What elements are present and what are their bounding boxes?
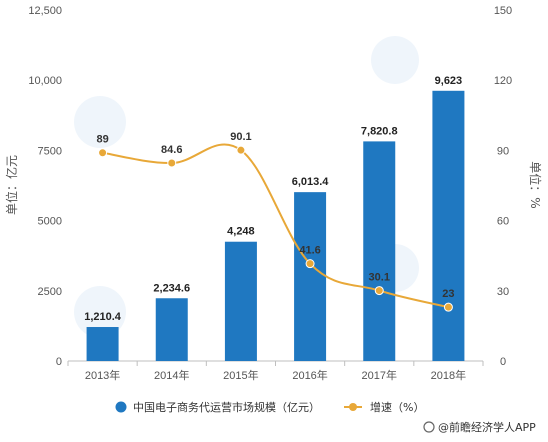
left-tick-label: 12,500 [28, 5, 62, 17]
x-tick-label: 2014年 [154, 368, 189, 382]
x-tick-label: 2016年 [292, 368, 327, 382]
line-series [98, 143, 453, 312]
legend: 中国电子商务代运营市场规模（亿元） 增速（%） [115, 400, 424, 414]
bar [432, 90, 465, 361]
right-tick-label: 60 [497, 216, 509, 228]
x-tick-label: 2017年 [362, 368, 397, 382]
line-data-label: 90.1 [230, 131, 251, 143]
left-axis-title: 单位：亿元 [4, 155, 19, 215]
left-axis-ticks: 0 2500 5000 7500 10,000 12,500 [28, 5, 62, 368]
source-footer: @前瞻经济学人APP [423, 420, 536, 434]
right-tick-label: 90 [497, 145, 509, 157]
line-data-label: 84.6 [161, 144, 182, 156]
left-tick-label: 2500 [38, 286, 62, 298]
bar [294, 192, 327, 361]
left-tick-label: 0 [56, 356, 62, 368]
bar [363, 141, 396, 361]
bar-data-label: 9,623 [435, 75, 463, 87]
right-tick-label: 120 [494, 75, 512, 87]
bar-series [86, 90, 465, 361]
bar [224, 241, 257, 361]
line-point [98, 148, 108, 158]
line-data-label: 41.6 [299, 245, 320, 257]
source-logo-icon [423, 421, 435, 433]
line-point [443, 302, 453, 312]
line-data-label: 30.1 [369, 272, 390, 284]
x-tick-label: 2018年 [431, 368, 466, 382]
x-tick-label: 2015年 [223, 368, 258, 382]
source-text: @前瞻经济学人APP [438, 420, 536, 434]
line-point [236, 145, 246, 155]
line-data-label: 89 [96, 134, 108, 146]
bar-data-label: 7,820.8 [361, 125, 398, 137]
legend-line-marker [349, 403, 357, 411]
left-tick-label: 5000 [38, 216, 62, 228]
bar-data-label: 1,210.4 [84, 311, 122, 323]
watermark-logo [74, 96, 126, 148]
right-axis-ticks: 0 30 60 90 120 150 [494, 5, 512, 368]
legend-bar-swatch [115, 401, 127, 413]
bar-data-label: 4,248 [227, 226, 255, 238]
right-tick-label: 0 [500, 356, 506, 368]
line-data-labels: 89 84.6 90.1 41.6 30.1 23 [96, 131, 454, 300]
x-axis-ticks: 2013年 2014年 2015年 2016年 2017年 2018年 [67, 361, 484, 382]
right-axis-title: 单位：% [528, 161, 543, 208]
legend-line-label: 增速（%） [370, 400, 424, 414]
x-tick-label: 2013年 [85, 368, 120, 382]
bar-data-labels: 1,210.4 2,234.6 4,248 6,013.4 7,820.8 9,623 [84, 75, 462, 323]
bar-data-label: 2,234.6 [153, 282, 190, 294]
watermark-logo [371, 36, 419, 84]
left-tick-label: 7500 [38, 145, 62, 157]
line-point [167, 158, 177, 168]
watermark-logo [74, 286, 126, 338]
bar-data-label: 6,013.4 [292, 176, 330, 188]
line-data-label: 23 [442, 288, 454, 300]
left-tick-label: 10,000 [28, 75, 62, 87]
right-tick-label: 150 [494, 5, 512, 17]
line-point [305, 259, 315, 269]
right-tick-label: 30 [497, 286, 509, 298]
bar [155, 298, 188, 361]
line-point [374, 286, 384, 296]
legend-bar-label: 中国电子商务代运营市场规模（亿元） [133, 400, 320, 414]
bar [86, 327, 119, 361]
